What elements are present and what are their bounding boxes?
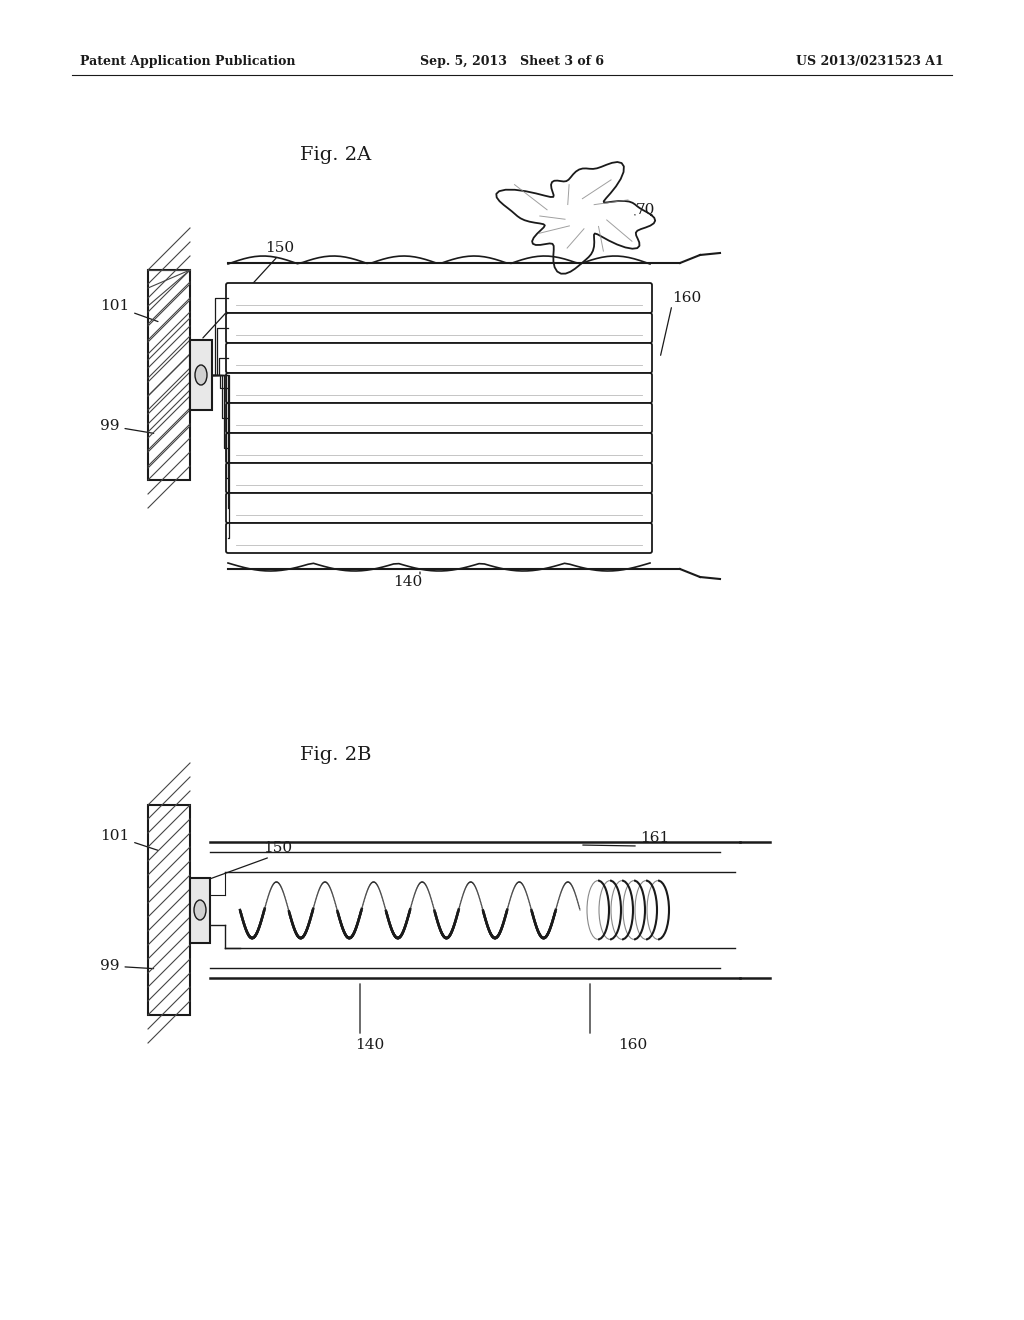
FancyBboxPatch shape [226,433,652,463]
Ellipse shape [194,900,206,920]
Bar [190,878,210,942]
Bar [148,271,190,480]
Text: 161: 161 [640,832,670,845]
Text: 140: 140 [355,1038,385,1052]
FancyBboxPatch shape [226,403,652,433]
FancyBboxPatch shape [226,374,652,403]
FancyBboxPatch shape [226,282,652,313]
Text: US 2013/0231523 A1: US 2013/0231523 A1 [797,55,944,69]
Text: 99: 99 [100,418,154,433]
FancyBboxPatch shape [226,343,652,374]
Bar [148,805,190,1015]
Text: 160: 160 [672,290,701,305]
FancyBboxPatch shape [226,492,652,523]
Text: Patent Application Publication: Patent Application Publication [80,55,296,69]
Ellipse shape [195,366,207,385]
Text: 101: 101 [100,829,158,850]
Text: 150: 150 [265,242,294,255]
Text: Fig. 2A: Fig. 2A [300,147,372,164]
FancyBboxPatch shape [226,313,652,343]
FancyBboxPatch shape [226,523,652,553]
Text: 101: 101 [100,300,158,322]
Text: Fig. 2B: Fig. 2B [300,746,372,764]
Text: Sep. 5, 2013   Sheet 3 of 6: Sep. 5, 2013 Sheet 3 of 6 [420,55,604,69]
Text: 150: 150 [263,841,292,855]
Text: 160: 160 [618,1038,647,1052]
Text: 140: 140 [393,576,423,589]
Bar [190,341,212,411]
FancyBboxPatch shape [226,463,652,492]
Text: 99: 99 [100,960,154,973]
Text: 70: 70 [636,203,655,216]
